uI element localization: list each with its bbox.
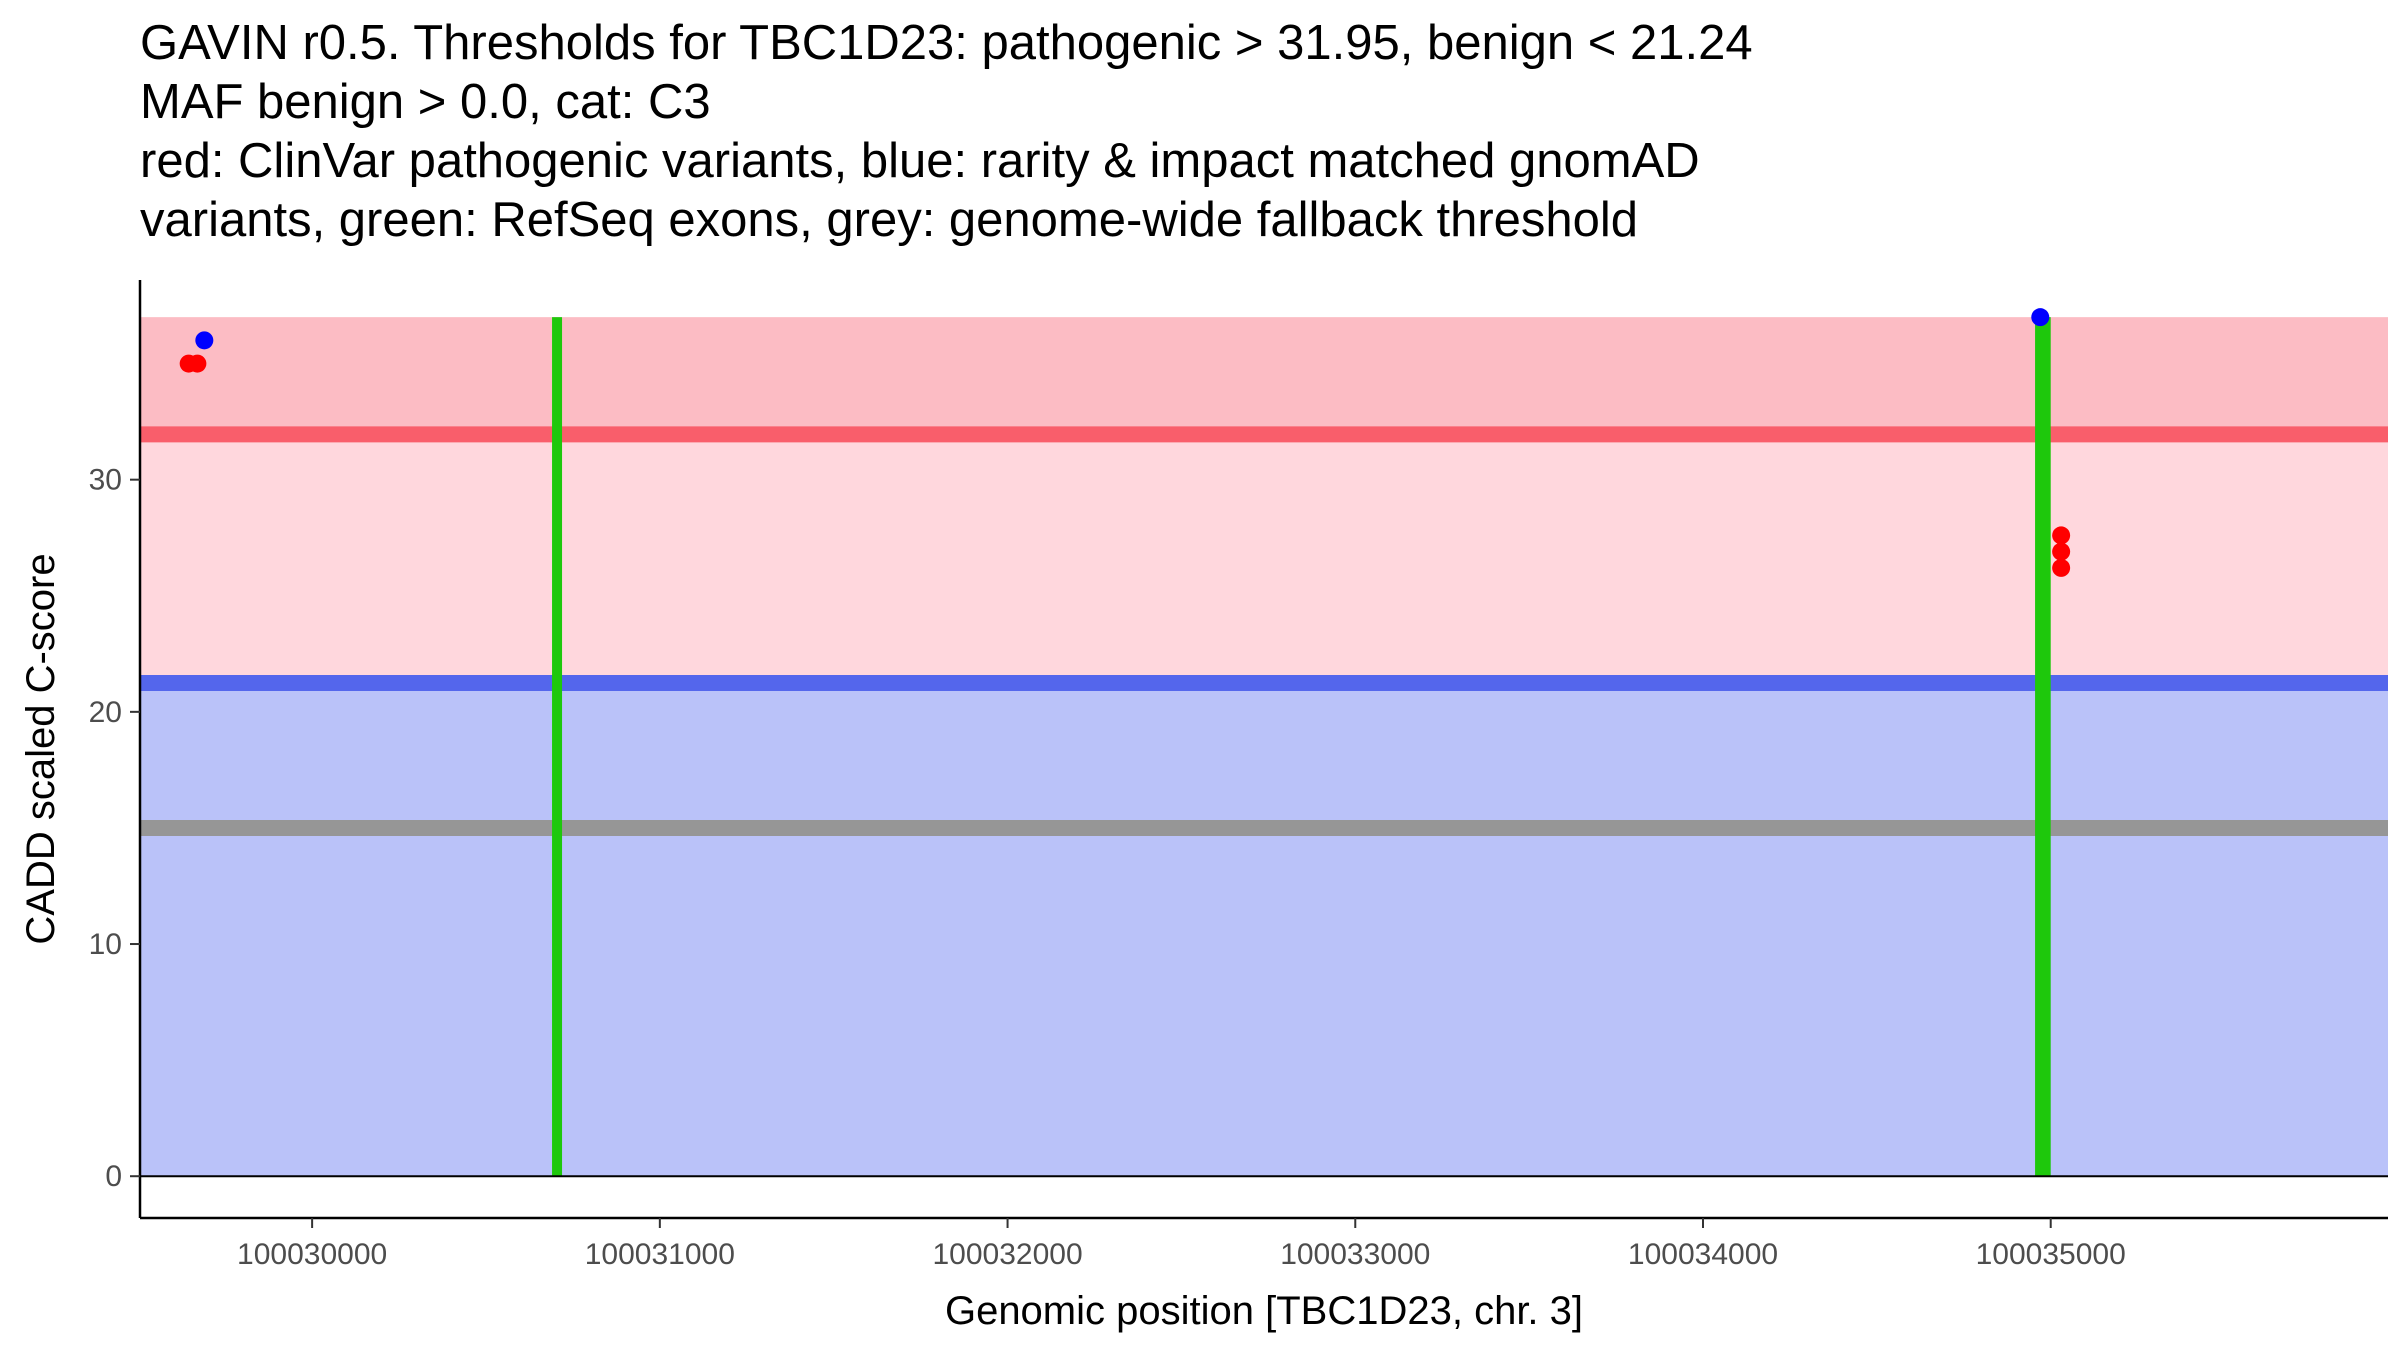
x-tick-label-100033000: 100033000 (1280, 1238, 1430, 1271)
y-tick-label-0: 0 (105, 1160, 122, 1193)
cadd-score-chart: 0 10 20 30 100030000 100031000 100032000 100033… (0, 0, 2400, 1350)
x-tick-label-100034000: 100034000 (1628, 1238, 1778, 1271)
exon-bar-2 (2035, 317, 2051, 1176)
gnomad-point-2 (2031, 308, 2049, 326)
gnomad-point-1 (195, 331, 213, 349)
exon-bar-1 (552, 317, 562, 1176)
threshold-regions (140, 317, 2388, 1176)
x-tick-label-100032000: 100032000 (932, 1238, 1082, 1271)
clinvar-point-4 (2052, 543, 2070, 561)
x-axis-title: Genomic position [TBC1D23, chr. 3] (945, 1289, 1583, 1333)
clinvar-point-2 (188, 355, 206, 373)
intermediate-region (140, 434, 2388, 683)
pathogenic-region (140, 317, 2388, 434)
y-axis-title: CADD scaled C-score (19, 553, 63, 944)
x-tick-label-100035000: 100035000 (1976, 1238, 2126, 1271)
y-tick-label-30: 30 (89, 464, 122, 497)
clinvar-point-3 (2052, 526, 2070, 544)
y-tick-label-10: 10 (89, 928, 122, 961)
x-tick-label-100030000: 100030000 (237, 1238, 387, 1271)
clinvar-point-5 (2052, 559, 2070, 577)
y-tick-label-20: 20 (89, 696, 122, 729)
x-tick-label-100031000: 100031000 (585, 1238, 735, 1271)
benign-region (140, 683, 2388, 1176)
